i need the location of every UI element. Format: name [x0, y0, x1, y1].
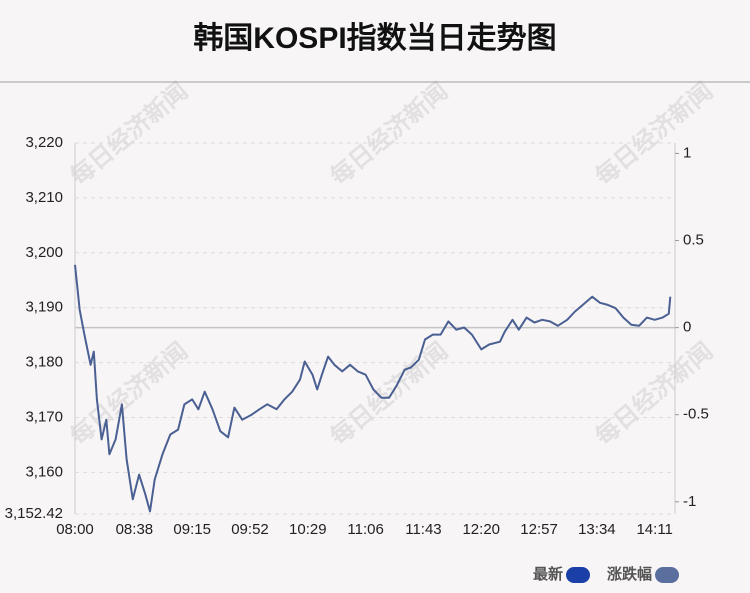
y2-tick-label: 0.5 [683, 232, 704, 249]
watermark: 每日经济新闻 [324, 76, 453, 191]
x-tick-label: 12:20 [462, 521, 500, 538]
x-tick-label: 08:38 [116, 521, 154, 538]
y-tick-label: 3,190 [25, 299, 63, 316]
y-tick-label: 3,180 [25, 354, 63, 371]
y2-tick-label: -1 [683, 493, 696, 510]
y2-tick-label: -0.5 [683, 406, 709, 423]
x-tick-label: 08:00 [56, 521, 94, 538]
x-tick-label: 13:34 [578, 521, 616, 538]
legend-swatch [655, 567, 680, 583]
x-tick-label: 14:11 [636, 521, 672, 538]
watermark: 每日经济新闻 [64, 336, 193, 451]
y-tick-label: 3,220 [25, 134, 63, 151]
x-tick-label: 09:15 [173, 521, 211, 538]
legend-label: 涨跌幅 [607, 565, 652, 583]
y-tick-label: 3,152.42 [5, 505, 63, 522]
chart-title: 韩国KOSPI指数当日走势图 [193, 22, 556, 55]
watermark: 每日经济新闻 [324, 336, 453, 451]
x-tick-label: 09:52 [231, 521, 269, 538]
watermark: 每日经济新闻 [589, 76, 718, 191]
x-tick-label: 11:43 [405, 521, 441, 538]
y-tick-label: 3,160 [25, 463, 63, 480]
y2-tick-label: 1 [683, 144, 691, 161]
y2-tick-label: 0 [683, 319, 691, 336]
x-tick-label: 11:06 [347, 521, 383, 538]
y-tick-label: 3,210 [25, 189, 63, 206]
legend-label: 最新 [533, 565, 563, 583]
y-tick-label: 3,200 [25, 244, 63, 261]
watermark: 每日经济新闻 [64, 76, 193, 191]
x-tick-label: 12:57 [520, 521, 558, 538]
y-tick-label: 3,170 [25, 408, 63, 425]
legend-swatch [566, 567, 591, 583]
x-tick-label: 10:29 [289, 521, 327, 538]
watermark: 每日经济新闻 [589, 336, 718, 451]
price-line [74, 264, 672, 513]
